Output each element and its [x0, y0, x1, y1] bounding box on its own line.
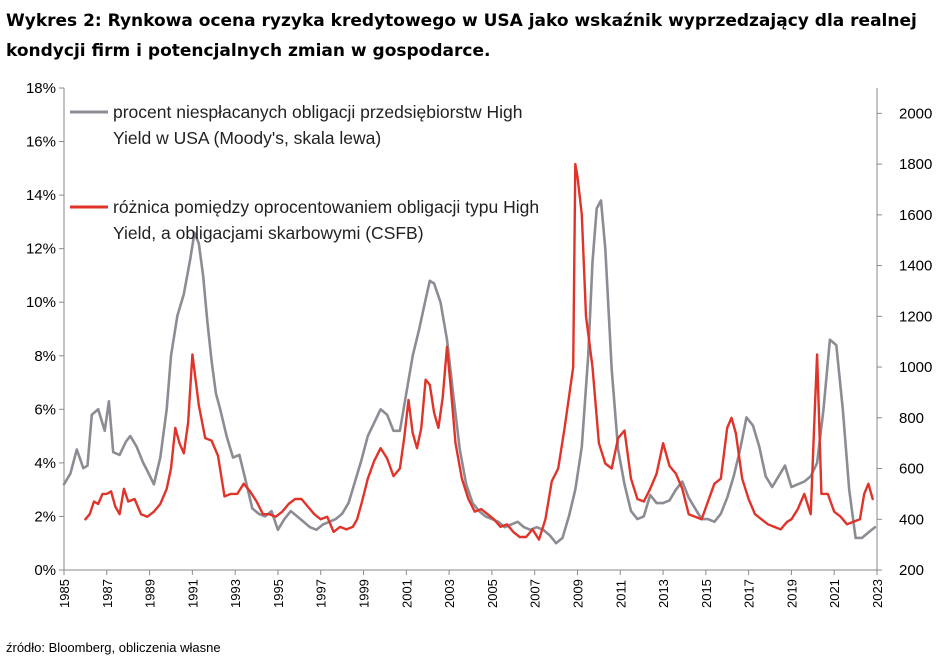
x-axis-tick-label: 2019	[784, 579, 799, 608]
chart-title: Wykres 2: Rynkowa ocena ryzyka kredytowe…	[6, 11, 917, 61]
chart-lines	[62, 162, 877, 545]
left-axis-tick-label: 10%	[26, 294, 56, 311]
right-axis-tick-label: 1000	[899, 359, 932, 376]
x-axis-tick-label: 2017	[742, 579, 757, 608]
left-axis-tick-label: 0%	[34, 562, 56, 579]
spread-line	[84, 162, 874, 541]
right-axis-tick-label: 800	[899, 410, 924, 427]
left-axis-tick-label: 16%	[26, 134, 56, 151]
left-axis-tick-label: 14%	[26, 187, 56, 204]
legend-label: procent niespłacanych obligacji przedsię…	[113, 102, 523, 122]
legend-label: Yield, a obligacjami skarbowymi (CSFB)	[113, 223, 424, 243]
right-axis-tick-label: 1800	[899, 156, 932, 173]
x-axis-tick-label: 1989	[143, 579, 158, 608]
left-axis-tick-label: 6%	[34, 401, 56, 418]
x-axis-tick-label: 1985	[57, 579, 72, 608]
right-axis-tick-label: 200	[899, 562, 924, 579]
x-axis-tick-label: 1987	[100, 579, 115, 608]
x-axis-tick-label: 2013	[656, 579, 671, 608]
x-axis-tick-label: 2015	[699, 579, 714, 608]
chart-ticks: 0% 2% 4% 6% 8% 10% 12% 14% 16% 18% 200 400 600 800 100…	[26, 80, 932, 608]
x-axis-tick-label: 1993	[228, 579, 243, 608]
x-axis-tick-label: 2011	[613, 580, 628, 608]
chart-legend: procent niespłacanych obligacji przedsię…	[70, 102, 539, 243]
x-axis-tick-label: 2003	[442, 579, 457, 608]
right-axis-tick-label: 400	[899, 511, 924, 528]
source-note: źródło: Bloomberg, obliczenia własne	[6, 640, 221, 655]
x-axis-tick-label: 2001	[399, 579, 414, 608]
x-axis-tick-label: 1991	[185, 579, 200, 608]
right-axis-tick-label: 1400	[899, 258, 932, 275]
x-axis-tick-label: 2021	[827, 579, 842, 608]
left-axis-tick-label: 18%	[26, 80, 56, 97]
x-axis-tick-label: 2005	[485, 579, 500, 608]
left-axis-tick-label: 12%	[26, 241, 56, 258]
legend-label: Yield w USA (Moody's, skala lewa)	[113, 128, 381, 148]
x-axis-tick-label: 1995	[271, 579, 286, 608]
x-axis-tick-label: 1997	[314, 579, 329, 608]
x-axis-tick-label: 2009	[570, 579, 585, 608]
legend-spread: różnica pomiędzy oprocentowaniem obligac…	[70, 197, 539, 243]
left-axis-tick-label: 2%	[34, 508, 56, 525]
right-axis-tick-label: 1200	[899, 308, 932, 325]
x-axis-tick-label: 2007	[528, 579, 543, 608]
legend-label: różnica pomiędzy oprocentowaniem obligac…	[113, 197, 539, 217]
default-rate-line	[62, 199, 877, 545]
x-axis-tick-label: 2023	[870, 579, 885, 608]
left-axis-tick-label: 8%	[34, 348, 56, 365]
right-axis-tick-label: 1600	[899, 207, 932, 224]
legend-default-rate: procent niespłacanych obligacji przedsię…	[70, 102, 523, 148]
chart-axes	[63, 88, 878, 571]
right-axis-tick-label: 2000	[899, 105, 932, 122]
x-axis-tick-label: 1999	[357, 579, 372, 608]
right-axis-tick-label: 600	[899, 461, 924, 478]
left-axis-tick-label: 4%	[34, 455, 56, 472]
